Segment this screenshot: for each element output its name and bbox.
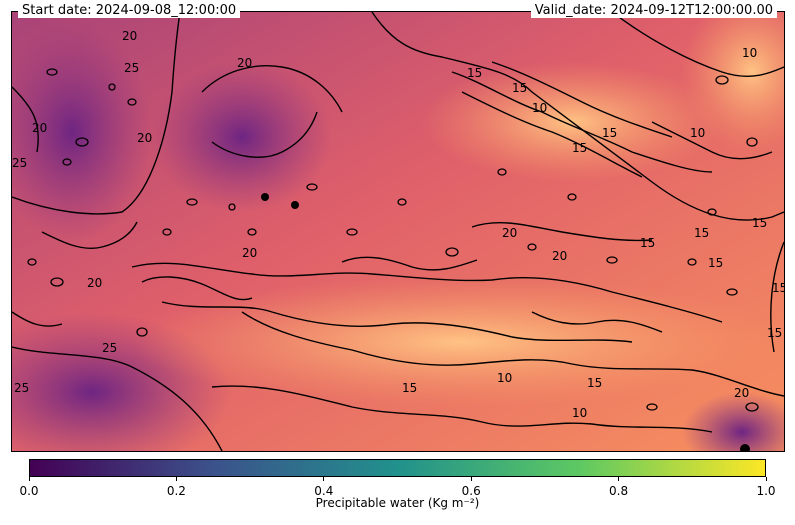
colorbar-tick-label: 1.0 — [756, 484, 776, 498]
colorbar-tick — [28, 477, 30, 481]
colorbar-tick — [765, 477, 767, 481]
contour-label: 15 — [772, 281, 784, 295]
contour-label: 20 — [237, 56, 252, 70]
contour-blobs — [27, 68, 759, 412]
contour-label: 10 — [742, 46, 757, 60]
contour-label: 15 — [467, 66, 482, 80]
contour-label: 20 — [552, 249, 567, 263]
contour-label: 10 — [497, 371, 512, 385]
contour-label: 20 — [87, 276, 102, 290]
colorbar-label: Precipitable water (Kg m⁻²) — [315, 496, 480, 510]
colorbar-tick — [470, 477, 472, 481]
contour-label: 20 — [122, 29, 137, 43]
contour-label-group: 20 25 20 25 20 20 15 15 10 15 15 10 20 2… — [12, 29, 784, 420]
high-moisture-band — [682, 12, 784, 152]
valid-date-label: Valid_date: 2024-09-12T12:00:00.00 — [530, 4, 777, 18]
contour-label: 15 — [752, 216, 767, 230]
low-moisture-region — [12, 22, 152, 242]
contour-label: 25 — [12, 156, 27, 170]
contour-label: 20 — [242, 246, 257, 260]
contour-label: 10 — [690, 126, 705, 140]
contour-label: 20 — [32, 121, 47, 135]
contour-label: 15 — [640, 236, 655, 250]
contour-label: 15 — [694, 226, 709, 240]
contour-label: 25 — [102, 341, 117, 355]
colorbar-tick — [618, 477, 620, 481]
contour-label: 20 — [137, 131, 152, 145]
contour-label: 25 — [124, 61, 139, 75]
contour-label: 15 — [767, 326, 782, 340]
colorbar-tick-label: 0.4 — [314, 484, 334, 498]
contour-label: 15 — [512, 81, 527, 95]
contour-lines — [12, 12, 784, 451]
colorbar-tick-label: 0.0 — [19, 484, 39, 498]
contour-label: 15 — [572, 141, 587, 155]
contour-label: 25 — [14, 381, 29, 395]
precipitable-water-map: 20 25 20 25 20 20 15 15 10 15 15 10 20 2… — [11, 11, 785, 452]
contour-dots — [261, 193, 750, 451]
colorbar-tick — [323, 477, 325, 481]
contour-label: 10 — [572, 406, 587, 420]
low-moisture-region — [152, 62, 332, 212]
map-canvas: 20 25 20 25 20 20 15 15 10 15 15 10 20 2… — [12, 12, 784, 451]
colorbar-tick — [175, 477, 177, 481]
contour-label: 20 — [502, 226, 517, 240]
contour-label: 15 — [602, 126, 617, 140]
contour-label: 15 — [708, 256, 723, 270]
colorbar — [29, 459, 766, 477]
colorbar-tick-label: 0.6 — [461, 484, 481, 498]
colorbar-tick-label: 0.2 — [166, 484, 186, 498]
contour-label: 15 — [587, 376, 602, 390]
contour-label: 10 — [532, 101, 547, 115]
start-date-label: Start date: 2024-09-08_12:00:00 — [18, 4, 241, 18]
contour-label: 15 — [402, 381, 417, 395]
high-moisture-band — [132, 277, 784, 407]
contour-label: 20 — [734, 386, 749, 400]
colorbar-tick-label: 0.8 — [609, 484, 629, 498]
